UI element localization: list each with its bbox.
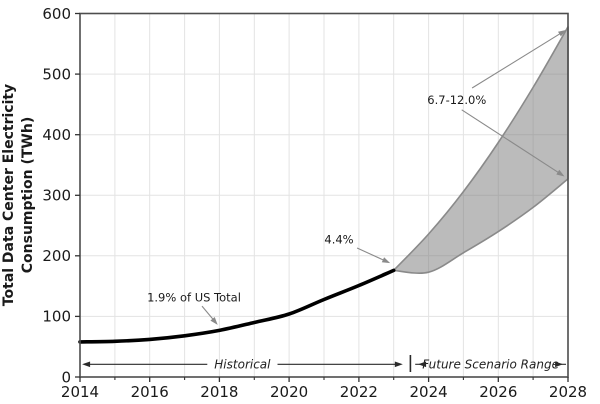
x-tick-label-2024: 2024 xyxy=(410,383,448,401)
annotation-2-arrow-1-head xyxy=(556,169,565,177)
y-tick-label-300: 300 xyxy=(42,187,71,205)
range-marker-0: Historical xyxy=(82,358,403,372)
range-marker-1: Future Scenario Range xyxy=(415,358,566,372)
historical-line xyxy=(78,268,396,344)
range-marker-0-label: Historical xyxy=(214,358,271,372)
annotation-0-arrow-0-head xyxy=(210,317,218,325)
annotation-1-arrow-0-head xyxy=(381,257,391,264)
historical-consumption-line xyxy=(78,268,396,344)
y-tick-label-500: 500 xyxy=(42,65,71,83)
x-tick-label-2022: 2022 xyxy=(340,383,378,401)
annotation-2-arrow-0-head xyxy=(558,29,567,37)
annotation-0: 1.9% of US Total xyxy=(147,291,241,325)
annotations: 1.9% of US Total 4.4% 6.7-12.0% xyxy=(147,29,567,325)
y-tick-label-200: 200 xyxy=(42,247,71,265)
x-tick-label-2026: 2026 xyxy=(479,383,517,401)
range-markers: Historical Future Scenario Range xyxy=(82,355,566,372)
range-marker-1-head-left xyxy=(418,361,427,368)
x-tick-label-2014: 2014 xyxy=(61,383,99,401)
y-tick-label-600: 600 xyxy=(42,5,71,23)
y-tick-label-0: 0 xyxy=(61,368,71,386)
range-marker-0-head-right xyxy=(394,361,403,368)
annotation-2-text: 6.7-12.0% xyxy=(427,93,486,107)
tick-marks xyxy=(75,12,569,382)
y-axis-title-line2: Consumption (TWh) xyxy=(20,117,36,273)
y-tick-label-100: 100 xyxy=(42,308,71,326)
annotation-1: 4.4% xyxy=(324,233,391,264)
future-scenario-band xyxy=(392,26,569,274)
range-marker-0-head-left xyxy=(82,361,91,368)
x-tick-label-2020: 2020 xyxy=(270,383,308,401)
annotation-1-text: 4.4% xyxy=(324,233,353,247)
x-tick-label-2028: 2028 xyxy=(549,383,587,401)
y-axis-title: Total Data Center Electricity Consumptio… xyxy=(1,84,36,306)
y-axis-title-line1: Total Data Center Electricity xyxy=(1,84,17,306)
annotation-0-text: 1.9% of US Total xyxy=(147,291,241,305)
y-tick-label-400: 400 xyxy=(42,126,71,144)
range-marker-1-label: Future Scenario Range xyxy=(422,358,559,372)
annotation-1-arrow-0-shaft xyxy=(356,247,387,262)
range-marker-1-head-right xyxy=(555,361,564,368)
x-tick-label-2018: 2018 xyxy=(200,383,238,401)
annotation-2: 6.7-12.0% xyxy=(427,29,567,177)
scenario-band xyxy=(392,26,569,274)
tick-labels: 2014 2016 2018 2020 2022 2024 2026 2028 0 100 200 3… xyxy=(42,5,587,401)
annotation-2-arrow-0-shaft xyxy=(471,31,563,89)
annotation-2-arrow-1-shaft xyxy=(461,109,562,175)
x-tick-label-2016: 2016 xyxy=(131,383,169,401)
